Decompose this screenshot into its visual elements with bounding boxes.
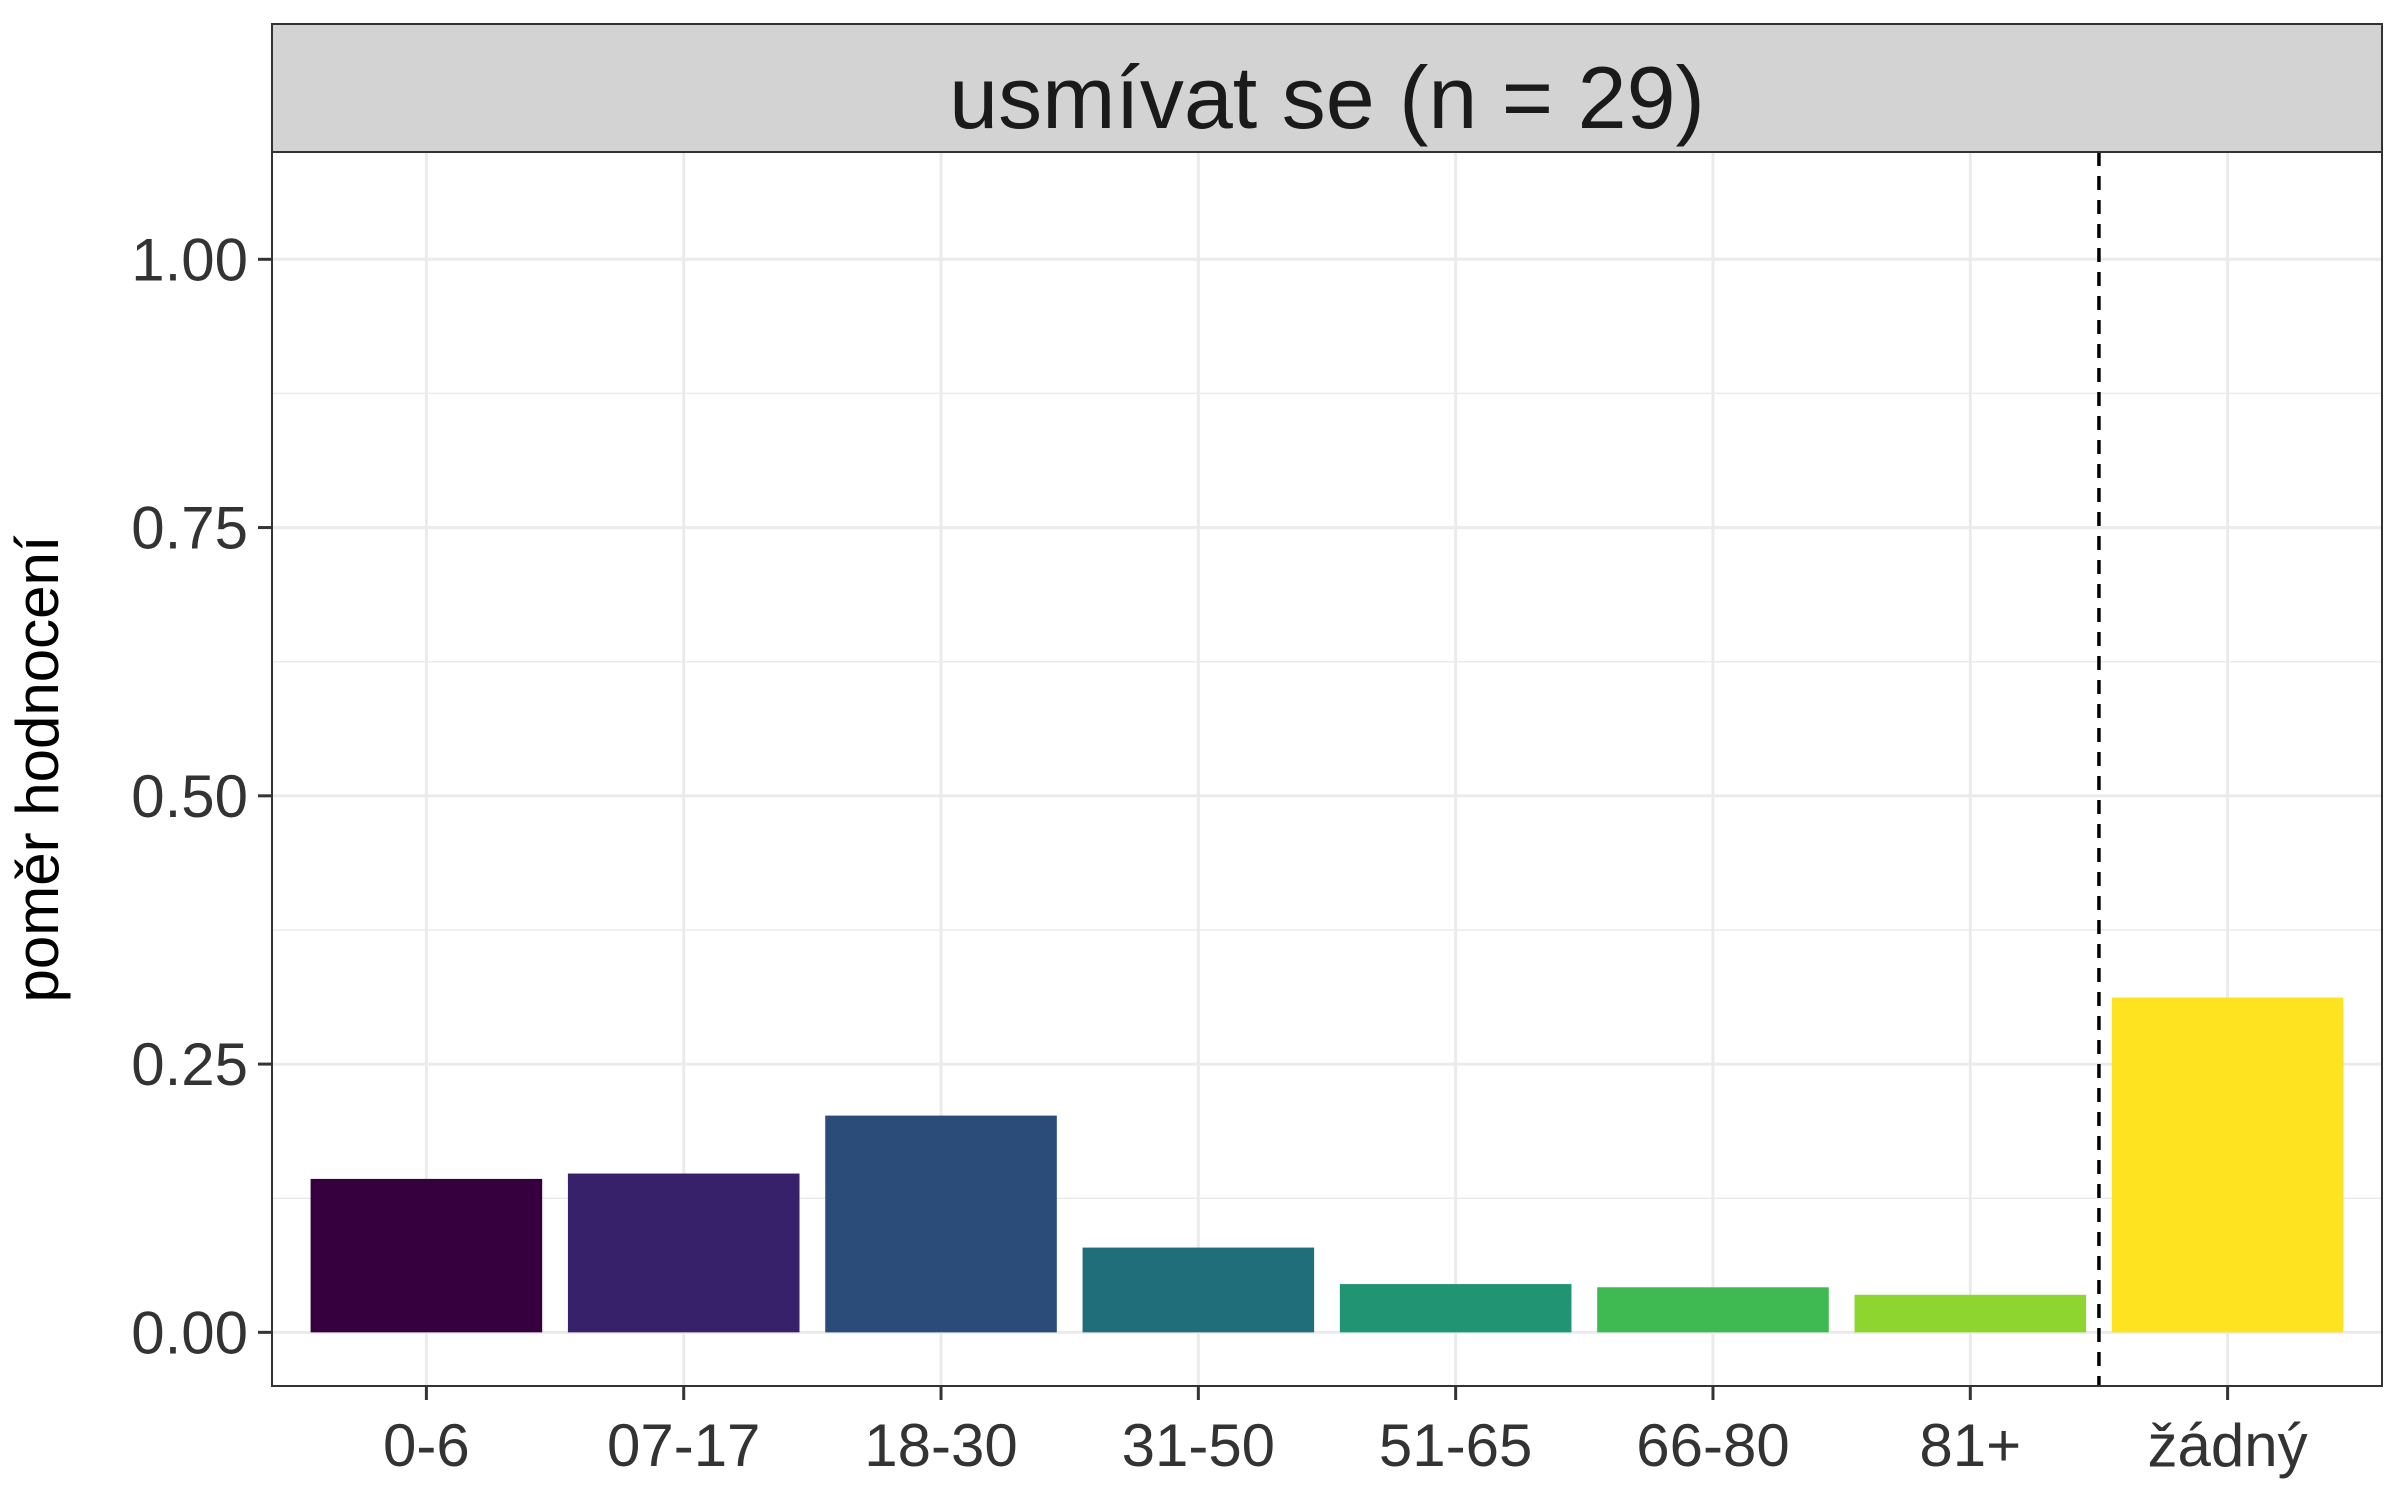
bar-66-80 <box>1597 1287 1829 1333</box>
x-axis: 0-6 07-17 18-30 31-50 51-65 66-80 81+ žádný <box>383 1386 2308 1479</box>
bar-51-65 <box>1339 1284 1572 1333</box>
y-tick-label: 0.75 <box>131 495 248 562</box>
x-tick-label: 51-65 <box>1379 1412 1532 1479</box>
minor-gridlines <box>272 392 2382 1199</box>
bar-0-6 <box>310 1178 543 1333</box>
y-axis: 0.00 0.25 0.50 0.75 1.00 <box>131 226 272 1366</box>
bars <box>310 997 2344 1333</box>
x-tick-label: 66-80 <box>1636 1412 1789 1479</box>
bar-31-50 <box>1082 1247 1315 1333</box>
facet-strip-title: usmívat se (n = 29) <box>949 48 1705 147</box>
x-tick-label: 18-30 <box>864 1412 1017 1479</box>
x-tick-label: 0-6 <box>383 1412 470 1479</box>
y-tick-label: 0.50 <box>131 763 248 830</box>
bar-žádný <box>2111 997 2344 1333</box>
bar-18-30 <box>825 1115 1057 1333</box>
plot-panel-border <box>271 151 2383 1387</box>
x-tick-label: 07-17 <box>607 1412 760 1479</box>
y-tick-label: 0.25 <box>131 1031 248 1098</box>
x-tick-label: 81+ <box>1919 1412 2021 1479</box>
bar-81+ <box>1854 1294 2087 1333</box>
x-tick-label: žádný <box>2148 1412 2308 1479</box>
bar-07-17 <box>567 1173 800 1333</box>
y-tick-label: 0.00 <box>131 1299 248 1366</box>
y-axis-title: poměr hodnocení <box>4 535 71 1002</box>
facet-strip <box>271 23 2383 153</box>
y-tick-label: 1.00 <box>131 226 248 293</box>
x-tick-label: 31-50 <box>1122 1412 1275 1479</box>
